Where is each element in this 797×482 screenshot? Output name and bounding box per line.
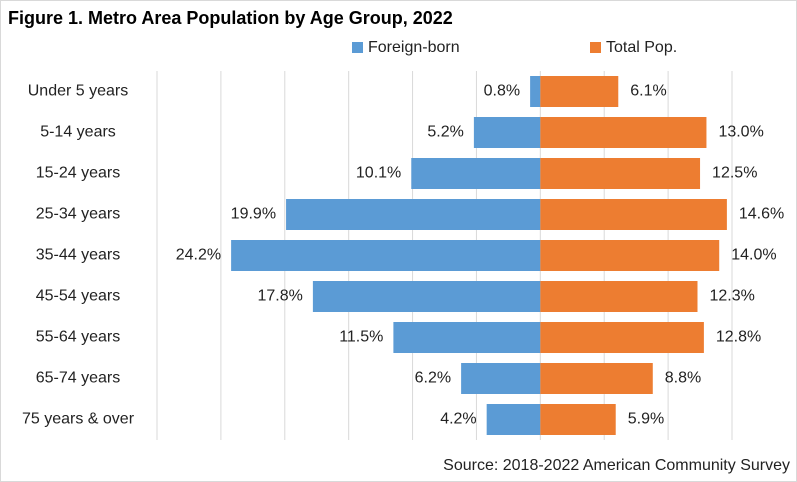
y-tick-label: 5-14 years bbox=[40, 124, 116, 141]
value-label: 5.9% bbox=[628, 411, 664, 428]
legend-swatch bbox=[590, 42, 601, 53]
y-tick-label: 55-64 years bbox=[36, 329, 121, 346]
source-note: Source: 2018-2022 American Community Sur… bbox=[443, 457, 790, 474]
y-tick-label: 25-34 years bbox=[36, 206, 121, 223]
bar bbox=[540, 281, 698, 312]
bar bbox=[540, 363, 653, 394]
bar bbox=[540, 117, 707, 148]
y-tick-label: 45-54 years bbox=[36, 288, 121, 305]
bar bbox=[411, 158, 541, 189]
bar bbox=[461, 363, 541, 394]
value-label: 12.8% bbox=[716, 329, 761, 346]
bar bbox=[486, 404, 541, 435]
y-tick-label: 65-74 years bbox=[36, 370, 121, 387]
value-label: 5.2% bbox=[427, 124, 463, 141]
value-label: 14.6% bbox=[739, 206, 784, 223]
y-tick-label: 75 years & over bbox=[22, 411, 135, 428]
value-label: 11.5% bbox=[339, 329, 383, 346]
legend-label: Foreign-born bbox=[368, 39, 460, 56]
value-label: 6.2% bbox=[415, 370, 451, 387]
value-label: 4.2% bbox=[440, 411, 476, 428]
bar bbox=[473, 117, 541, 148]
value-label: 6.1% bbox=[630, 83, 666, 100]
y-tick-label: 35-44 years bbox=[36, 247, 121, 264]
value-label: 13.0% bbox=[718, 124, 763, 141]
bar bbox=[540, 322, 704, 353]
value-label: 14.0% bbox=[731, 247, 776, 264]
bar bbox=[393, 322, 541, 353]
bar bbox=[231, 240, 541, 271]
bar bbox=[540, 76, 619, 107]
value-label: 17.8% bbox=[258, 288, 303, 305]
y-tick-label: Under 5 years bbox=[28, 83, 129, 100]
bar bbox=[530, 76, 541, 107]
value-label: 12.5% bbox=[712, 165, 757, 182]
value-label: 10.1% bbox=[356, 165, 401, 182]
chart-title: Figure 1. Metro Area Population by Age G… bbox=[8, 8, 453, 28]
value-label: 12.3% bbox=[710, 288, 755, 305]
bar bbox=[540, 158, 701, 189]
legend-swatch bbox=[352, 42, 363, 53]
bar bbox=[540, 404, 616, 435]
bar bbox=[540, 240, 720, 271]
bar bbox=[540, 199, 727, 230]
value-label: 24.2% bbox=[176, 247, 221, 264]
value-label: 0.8% bbox=[484, 83, 520, 100]
bar bbox=[286, 199, 541, 230]
value-label: 8.8% bbox=[665, 370, 701, 387]
value-label: 19.9% bbox=[231, 206, 276, 223]
legend-label: Total Pop. bbox=[606, 39, 677, 56]
bar bbox=[312, 281, 541, 312]
y-tick-label: 15-24 years bbox=[36, 165, 121, 182]
